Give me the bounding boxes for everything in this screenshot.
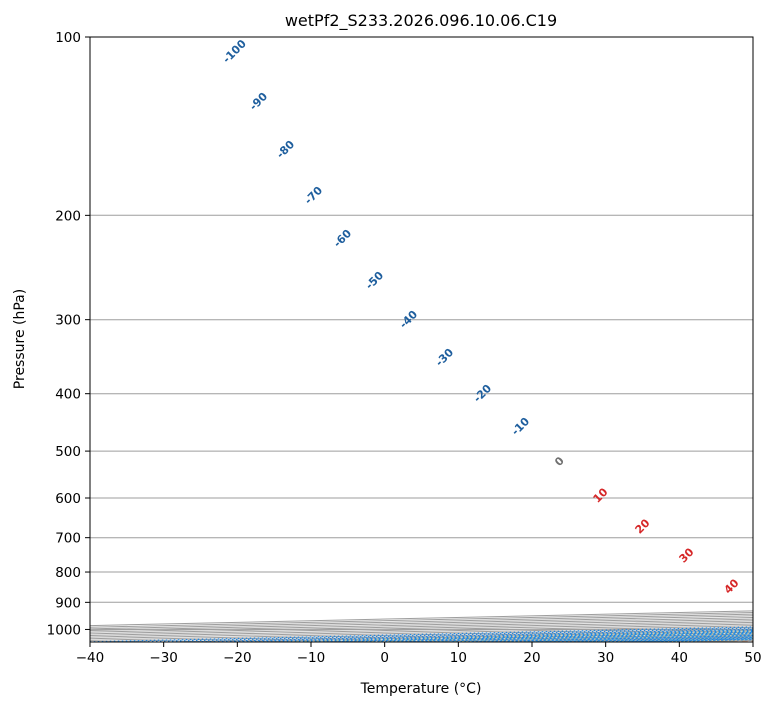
dry-adiabat-line — [338, 631, 753, 642]
dry-adiabat-line — [263, 630, 753, 642]
dry-adiabat-line — [412, 633, 753, 642]
isotherm-label: -100 — [220, 37, 249, 66]
y-tick-label: 400 — [55, 387, 81, 403]
isotherm-line — [458, 634, 753, 642]
isotherm-line — [679, 639, 753, 642]
chart-title: wetPf2_S233.2026.096.10.06.C19 — [285, 11, 557, 31]
isotherm-line — [90, 613, 753, 630]
isotherm-label: 30 — [677, 545, 697, 565]
x-tick-label: 40 — [671, 650, 688, 666]
isotherm-line — [90, 623, 753, 640]
isotherm-label: -90 — [247, 90, 270, 113]
isotherm-line — [90, 616, 753, 633]
isotherm-line — [752, 641, 753, 642]
isotherm-label: -60 — [331, 227, 354, 250]
isotherm-label: -10 — [509, 415, 532, 438]
background-grid — [90, 37, 753, 642]
mixing-ratio-line — [572, 637, 753, 642]
isotherm-label: -70 — [302, 184, 325, 207]
x-tick-label: −20 — [223, 650, 252, 666]
dry-adiabat-line — [636, 638, 753, 642]
moist-adiabat-line — [274, 630, 753, 642]
isotherm-line — [90, 626, 753, 642]
x-tick-label: 20 — [523, 650, 540, 666]
isotherm-label: -30 — [433, 346, 456, 369]
y-tick-label: 600 — [55, 491, 81, 507]
y-axis-ticks: 100 200 300 400 500 600 700 800 900 1000 — [47, 30, 90, 638]
y-tick-label: 100 — [55, 30, 81, 46]
y-tick-label: 900 — [55, 595, 81, 611]
isotherm-line — [90, 615, 753, 632]
isotherm-label: -40 — [397, 308, 420, 331]
isotherm-line — [90, 610, 753, 627]
isotherm-line — [310, 631, 753, 642]
x-tick-label: 10 — [450, 650, 467, 666]
isotherm-line — [90, 625, 753, 641]
moist-adiabat-line — [531, 636, 753, 642]
y-tick-label: 500 — [55, 444, 81, 460]
mixing-ratio-line — [218, 629, 753, 642]
moist-adiabat-line — [568, 637, 753, 642]
x-tick-label: 0 — [380, 650, 389, 666]
x-tick-label: 50 — [744, 650, 761, 666]
isotherm-line — [90, 621, 753, 638]
isotherm-line — [90, 620, 753, 636]
y-tick-label: 700 — [55, 531, 81, 547]
moist-adiabat-line — [642, 638, 753, 642]
y-tick-label: 300 — [55, 313, 81, 329]
line-labels: -100-90-80-70-60-50-40-30-20-10010203040… — [220, 37, 742, 597]
mixing-ratio-line — [131, 627, 753, 642]
x-axis-ticks: −40 −30 −20 −10 0 10 20 30 40 50 — [76, 642, 762, 666]
isotherm-label: 40 — [722, 576, 742, 596]
y-tick-label: 800 — [55, 565, 81, 581]
isotherm-line — [384, 633, 753, 642]
moist-adiabat-line — [347, 632, 753, 642]
isotherm-line — [90, 612, 753, 628]
x-tick-label: −30 — [149, 650, 178, 666]
moist-adiabat-line — [237, 629, 753, 642]
isotherm-label: 0 — [552, 454, 567, 469]
isotherm-line — [237, 630, 753, 642]
x-tick-label: −40 — [76, 650, 105, 666]
x-tick-label: 30 — [597, 650, 614, 666]
isotherm-label: -50 — [363, 269, 386, 292]
isotherm-label: -80 — [274, 138, 297, 161]
isotherm-line — [90, 618, 753, 635]
x-tick-label: −10 — [297, 650, 326, 666]
moist-adiabat-line — [679, 639, 753, 642]
dry-adiabat-line — [562, 637, 753, 642]
y-axis-title: Pressure (hPa) — [12, 289, 28, 389]
moist-adiabat-line — [421, 633, 753, 642]
isotherm-label: 20 — [633, 516, 653, 536]
isotherm-line — [531, 636, 753, 642]
x-axis-title: Temperature (°C) — [360, 681, 482, 697]
mixing-ratio-line — [90, 626, 753, 642]
isotherm-label: 10 — [591, 485, 611, 505]
plot-frame — [89, 36, 754, 643]
moist-adiabat-line — [495, 635, 753, 642]
isotherm-label: -20 — [471, 382, 494, 405]
moist-adiabat-line — [310, 631, 753, 642]
moist-adiabat-line — [458, 634, 753, 642]
dry-adiabat-line — [487, 635, 753, 642]
y-tick-label: 200 — [55, 208, 81, 224]
y-tick-label: 1000 — [47, 622, 81, 638]
dry-adiabat-line — [711, 640, 753, 642]
